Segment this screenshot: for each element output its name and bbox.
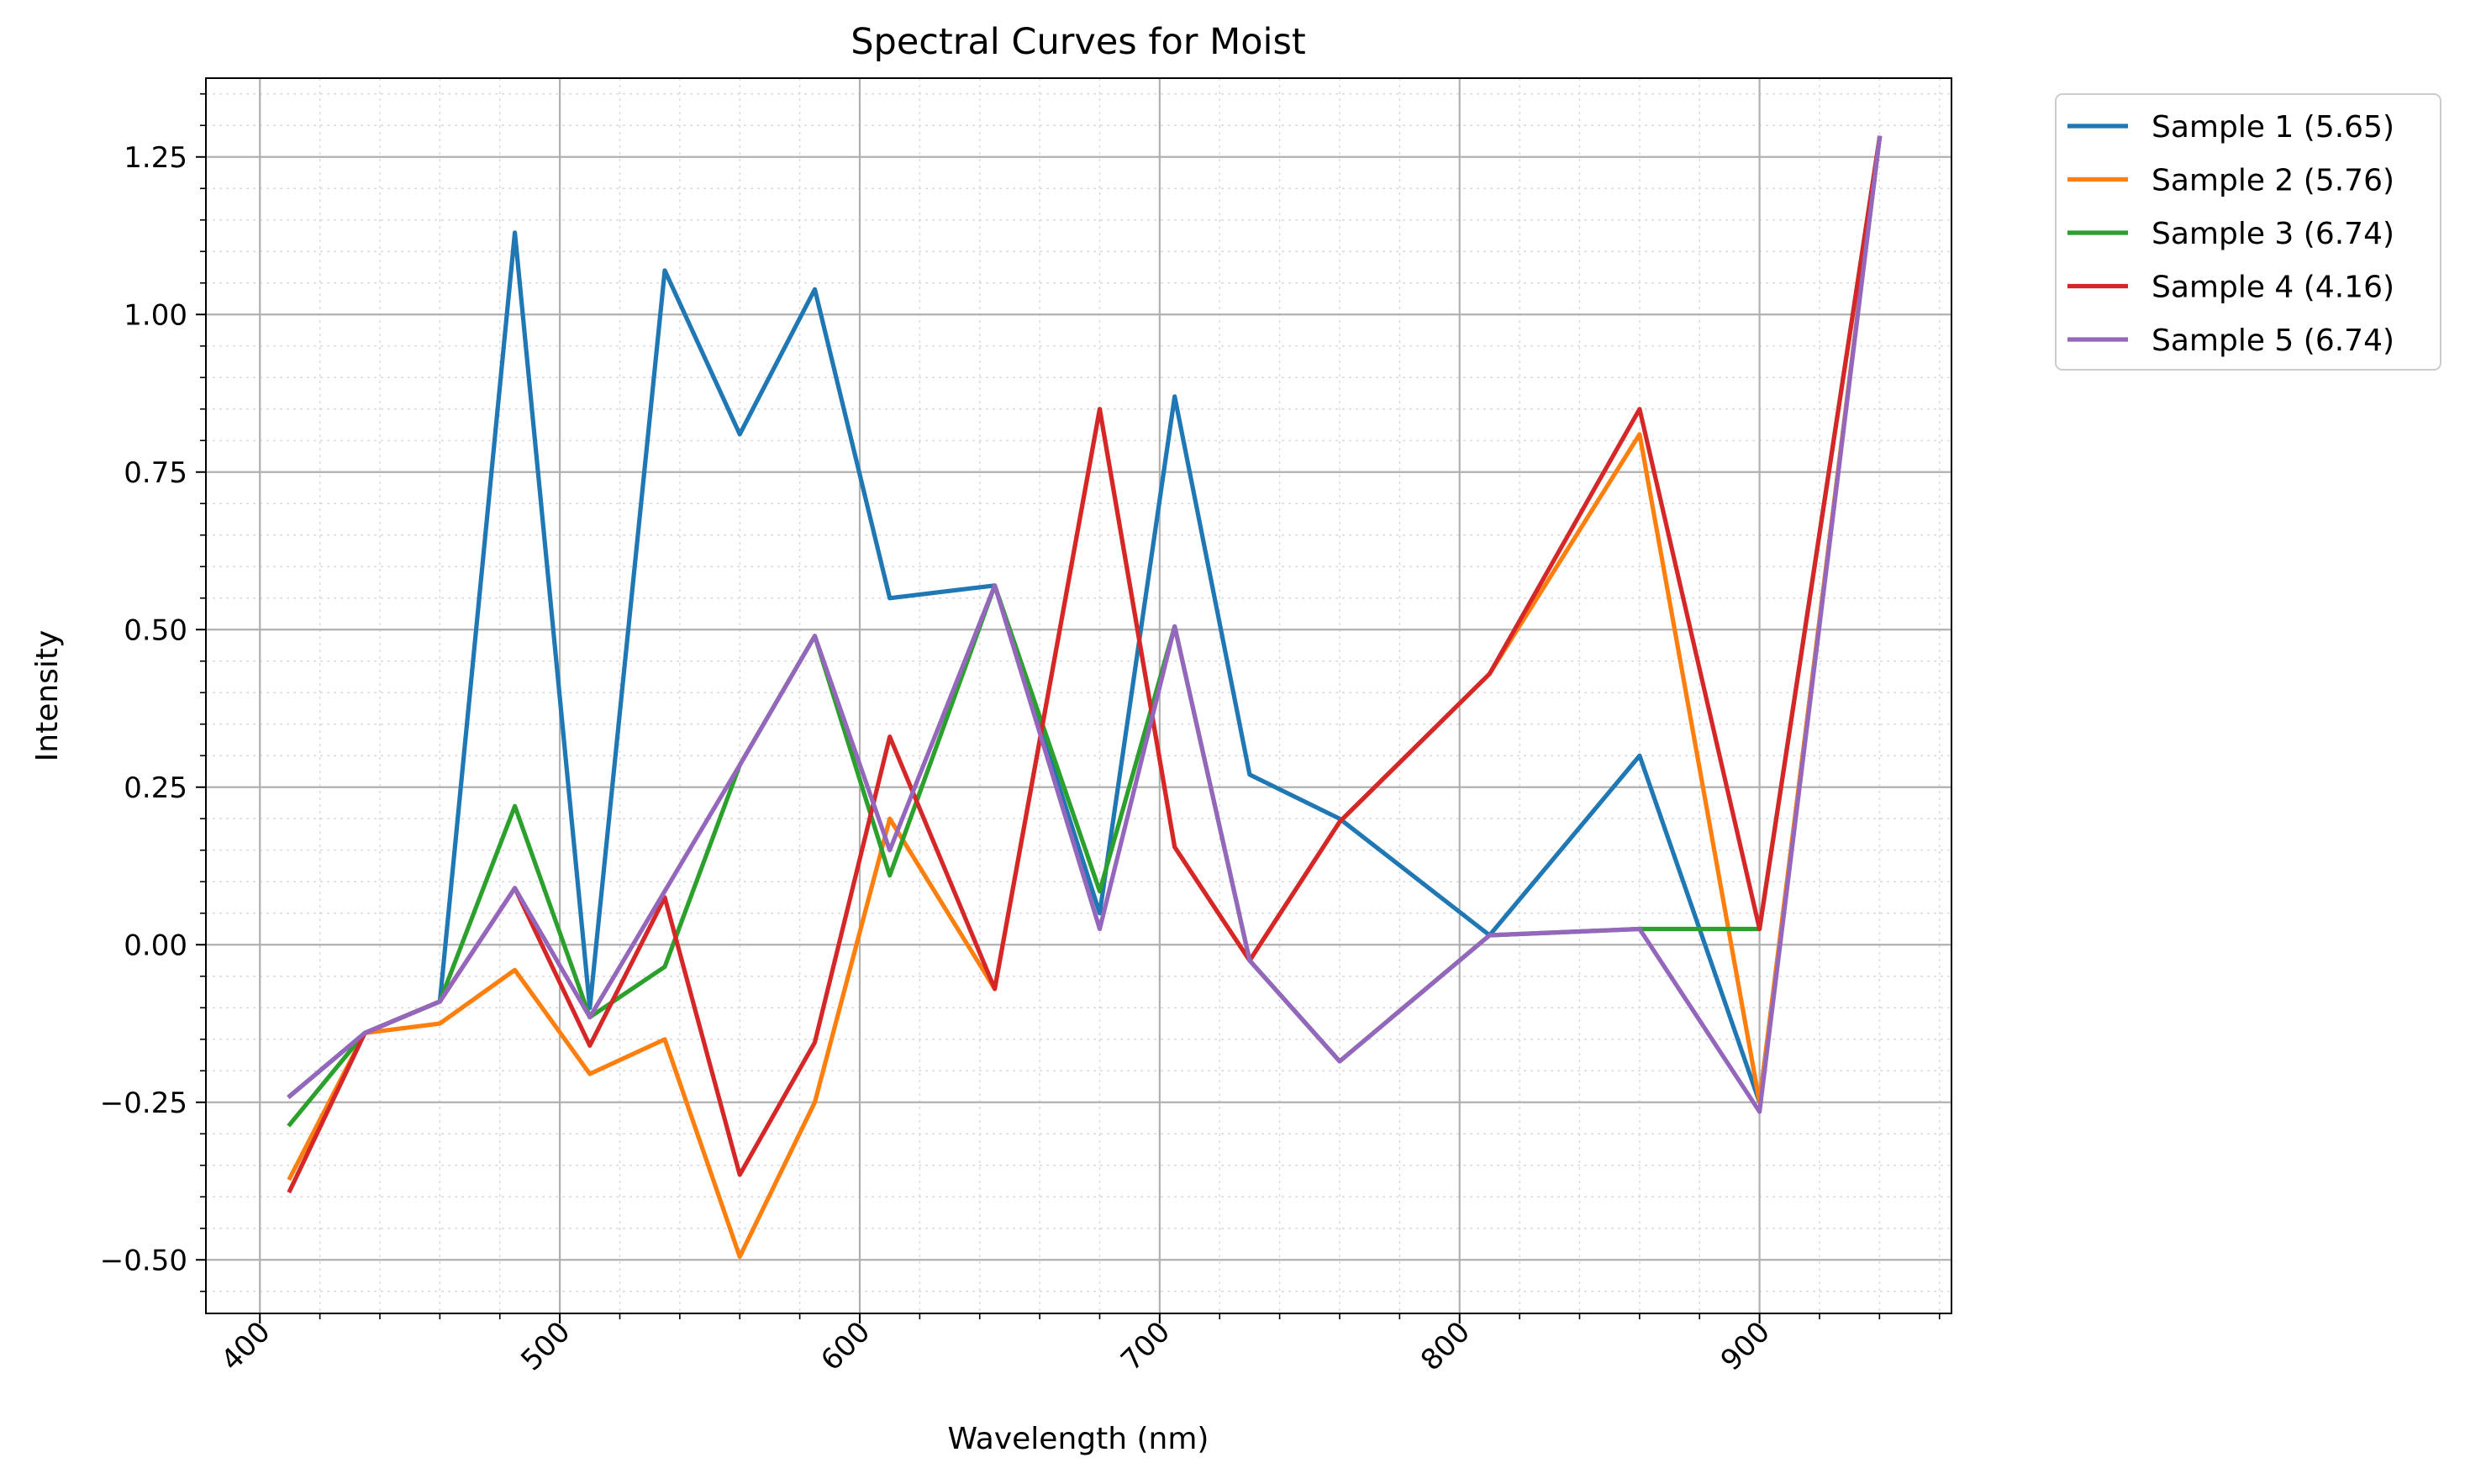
y-tick-label: 1.00: [124, 298, 187, 332]
y-tick-label: −0.50: [100, 1244, 187, 1277]
legend-box: [2055, 93, 2441, 371]
plot-frame: [205, 77, 1952, 1314]
x-axis-label: Wavelength (nm): [948, 1422, 1209, 1456]
series-line-sample-1: [287, 135, 1883, 1105]
legend: Sample 1 (5.65) Sample 2 (5.76) Sample 3 (…: [2055, 93, 2441, 371]
y-tick-label: 0.50: [124, 613, 187, 647]
y-tick-label: 0.75: [124, 456, 187, 490]
legend-label-sample-3: Sample 3 (6.74): [2152, 217, 2394, 251]
chart-title: Spectral Curves for Moist: [851, 21, 1306, 63]
y-axis: −0.50 −0.25 0.00 0.25 0.50 0.75 1.00 1.25: [100, 92, 206, 1292]
legend-label-sample-5: Sample 5 (6.74): [2152, 324, 2394, 358]
y-axis-label: Intensity: [30, 630, 65, 762]
y-tick-label: 1.25: [124, 141, 187, 175]
legend-label-sample-1: Sample 1 (5.65): [2152, 110, 2394, 145]
y-tick-label: 0.25: [124, 771, 187, 805]
legend-label-sample-4: Sample 4 (4.16): [2152, 271, 2394, 305]
legend-label-sample-2: Sample 2 (5.76): [2152, 164, 2394, 198]
series-lines: [287, 135, 1883, 1260]
plot-area: [206, 78, 1951, 1313]
y-tick-label: −0.25: [100, 1087, 187, 1120]
minor-grid: [206, 78, 1951, 1313]
y-tick-label: 0.00: [124, 929, 187, 962]
series-line-sample-5: [287, 135, 1883, 1114]
